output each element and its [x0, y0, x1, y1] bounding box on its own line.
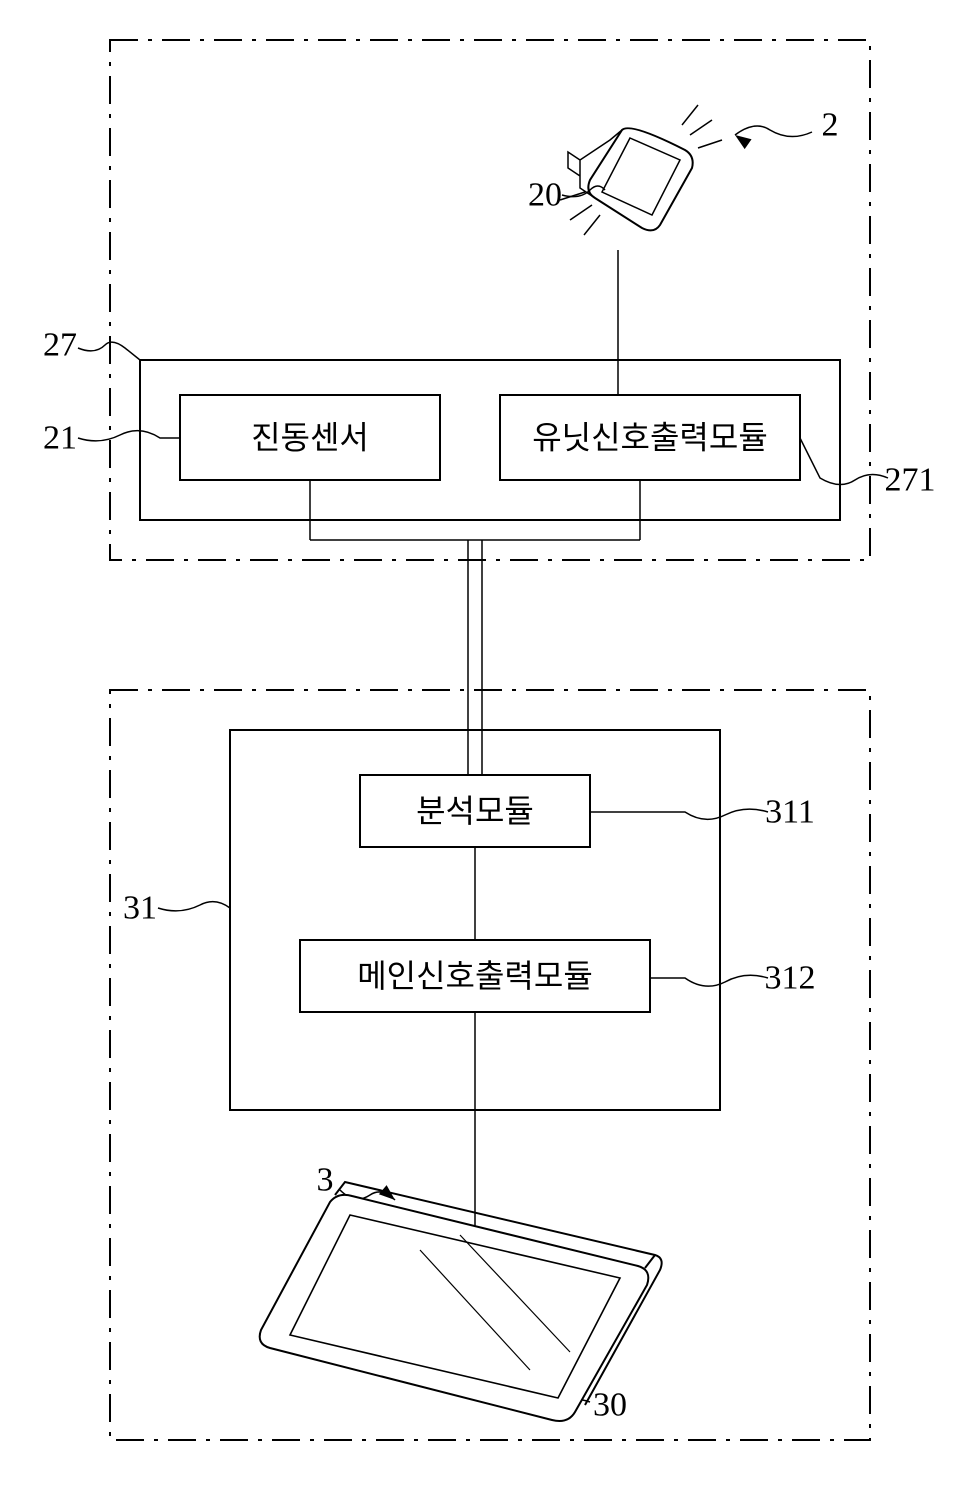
ref-312: 312 [765, 960, 816, 997]
vibration-sensor-label: 진동센서 [251, 420, 369, 456]
arrowhead-r2 [732, 130, 752, 149]
analysis-module-label: 분석모듈 [416, 793, 534, 829]
leader-r2 [735, 126, 812, 137]
connectors-group [310, 250, 640, 1260]
analysis-module-box: 분석모듈 [360, 775, 590, 847]
ref-2: 2 [822, 107, 839, 144]
diagram-canvas: 진동센서 유닛신호출력모듈 분석모듈 메인신호출력모듈 2 20 27 21 2… [0, 0, 960, 1505]
ref-31: 31 [123, 890, 157, 927]
main-signal-output-label: 메인신호출력모듈 [357, 958, 593, 994]
unit-signal-output-label: 유닛신호출력모듈 [532, 420, 768, 456]
ref-311: 311 [765, 794, 815, 831]
leader-r21 [78, 431, 180, 441]
ref-21: 21 [43, 420, 77, 457]
reference-labels-group: 2 20 27 21 271 311 31 312 3 30 [43, 107, 936, 1424]
ref-271: 271 [885, 462, 936, 499]
indicator-light-icon [560, 105, 722, 235]
leader-r271 [800, 438, 888, 485]
vibration-sensor-box: 진동센서 [180, 395, 440, 480]
unit-signal-output-box: 유닛신호출력모듈 [500, 395, 800, 480]
ref-20: 20 [528, 177, 562, 214]
leader-r20 [562, 186, 605, 197]
ref-3: 3 [317, 1162, 334, 1199]
ref-27: 27 [43, 327, 77, 364]
main-signal-output-box: 메인신호출력모듈 [300, 940, 650, 1012]
leader-r31 [158, 902, 230, 911]
top-group-frame [110, 40, 870, 560]
display-panel-icon [260, 1182, 662, 1421]
leader-r312 [650, 975, 768, 986]
leader-r311 [590, 809, 768, 819]
ref-30: 30 [593, 1387, 627, 1424]
